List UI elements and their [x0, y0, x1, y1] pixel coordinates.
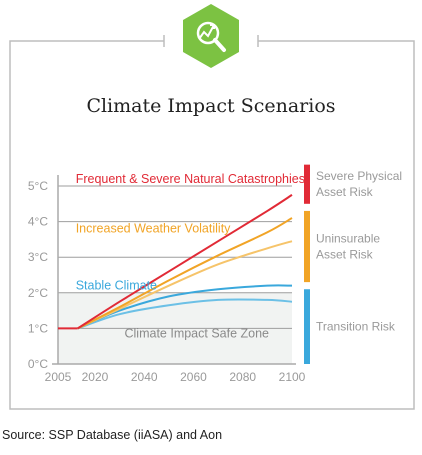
annotation-label: Frequent & Severe Natural Catastrophies	[76, 172, 305, 186]
x-tick-label: 2060	[180, 370, 207, 384]
source-note: Source: SSP Database (iiASA) and Aon	[2, 428, 222, 442]
x-tick-label: 2040	[131, 370, 158, 384]
y-tick-label: 5°C	[28, 179, 48, 193]
y-tick-label: 4°C	[28, 215, 48, 229]
x-tick-label: 2100	[279, 370, 306, 384]
risk-band-label: Transition Risk	[316, 320, 396, 334]
chart-frame	[9, 40, 415, 410]
series-line	[77, 284, 293, 330]
x-tick-label: 2005	[45, 370, 72, 384]
risk-band-label: Uninsurable	[316, 232, 380, 246]
annotation-label: Increased Weather Volatility	[76, 222, 231, 236]
x-tick-label: 2080	[229, 370, 256, 384]
chart-title: Climate Impact Scenarios	[86, 95, 335, 117]
risk-band-bar	[304, 289, 310, 364]
risk-band-label: Asset Risk	[316, 185, 374, 199]
risk-band-bar	[304, 164, 310, 204]
x-tick-label: 2020	[82, 370, 109, 384]
risk-band-bar	[304, 210, 310, 283]
analytics-magnifier-icon	[183, 4, 239, 68]
y-tick-label: 2°C	[28, 286, 48, 300]
series-line	[77, 240, 293, 330]
series-line	[77, 298, 293, 330]
y-tick-label: 1°C	[28, 321, 48, 335]
annotation-label: Climate Impact Safe Zone	[125, 327, 270, 341]
y-tick-label: 0°C	[28, 357, 48, 371]
series-line	[77, 217, 293, 330]
series-line	[77, 194, 293, 330]
risk-band-label: Severe Physical	[316, 169, 402, 183]
y-tick-label: 3°C	[28, 250, 48, 264]
plot-area: 0°C 1°C 2°C 3°C 4°C 5°C 2005 2020 2040 2060 2080 21…	[28, 164, 402, 384]
annotation-label: Stable Climate	[76, 279, 157, 293]
risk-band-label: Asset Risk	[316, 248, 374, 262]
